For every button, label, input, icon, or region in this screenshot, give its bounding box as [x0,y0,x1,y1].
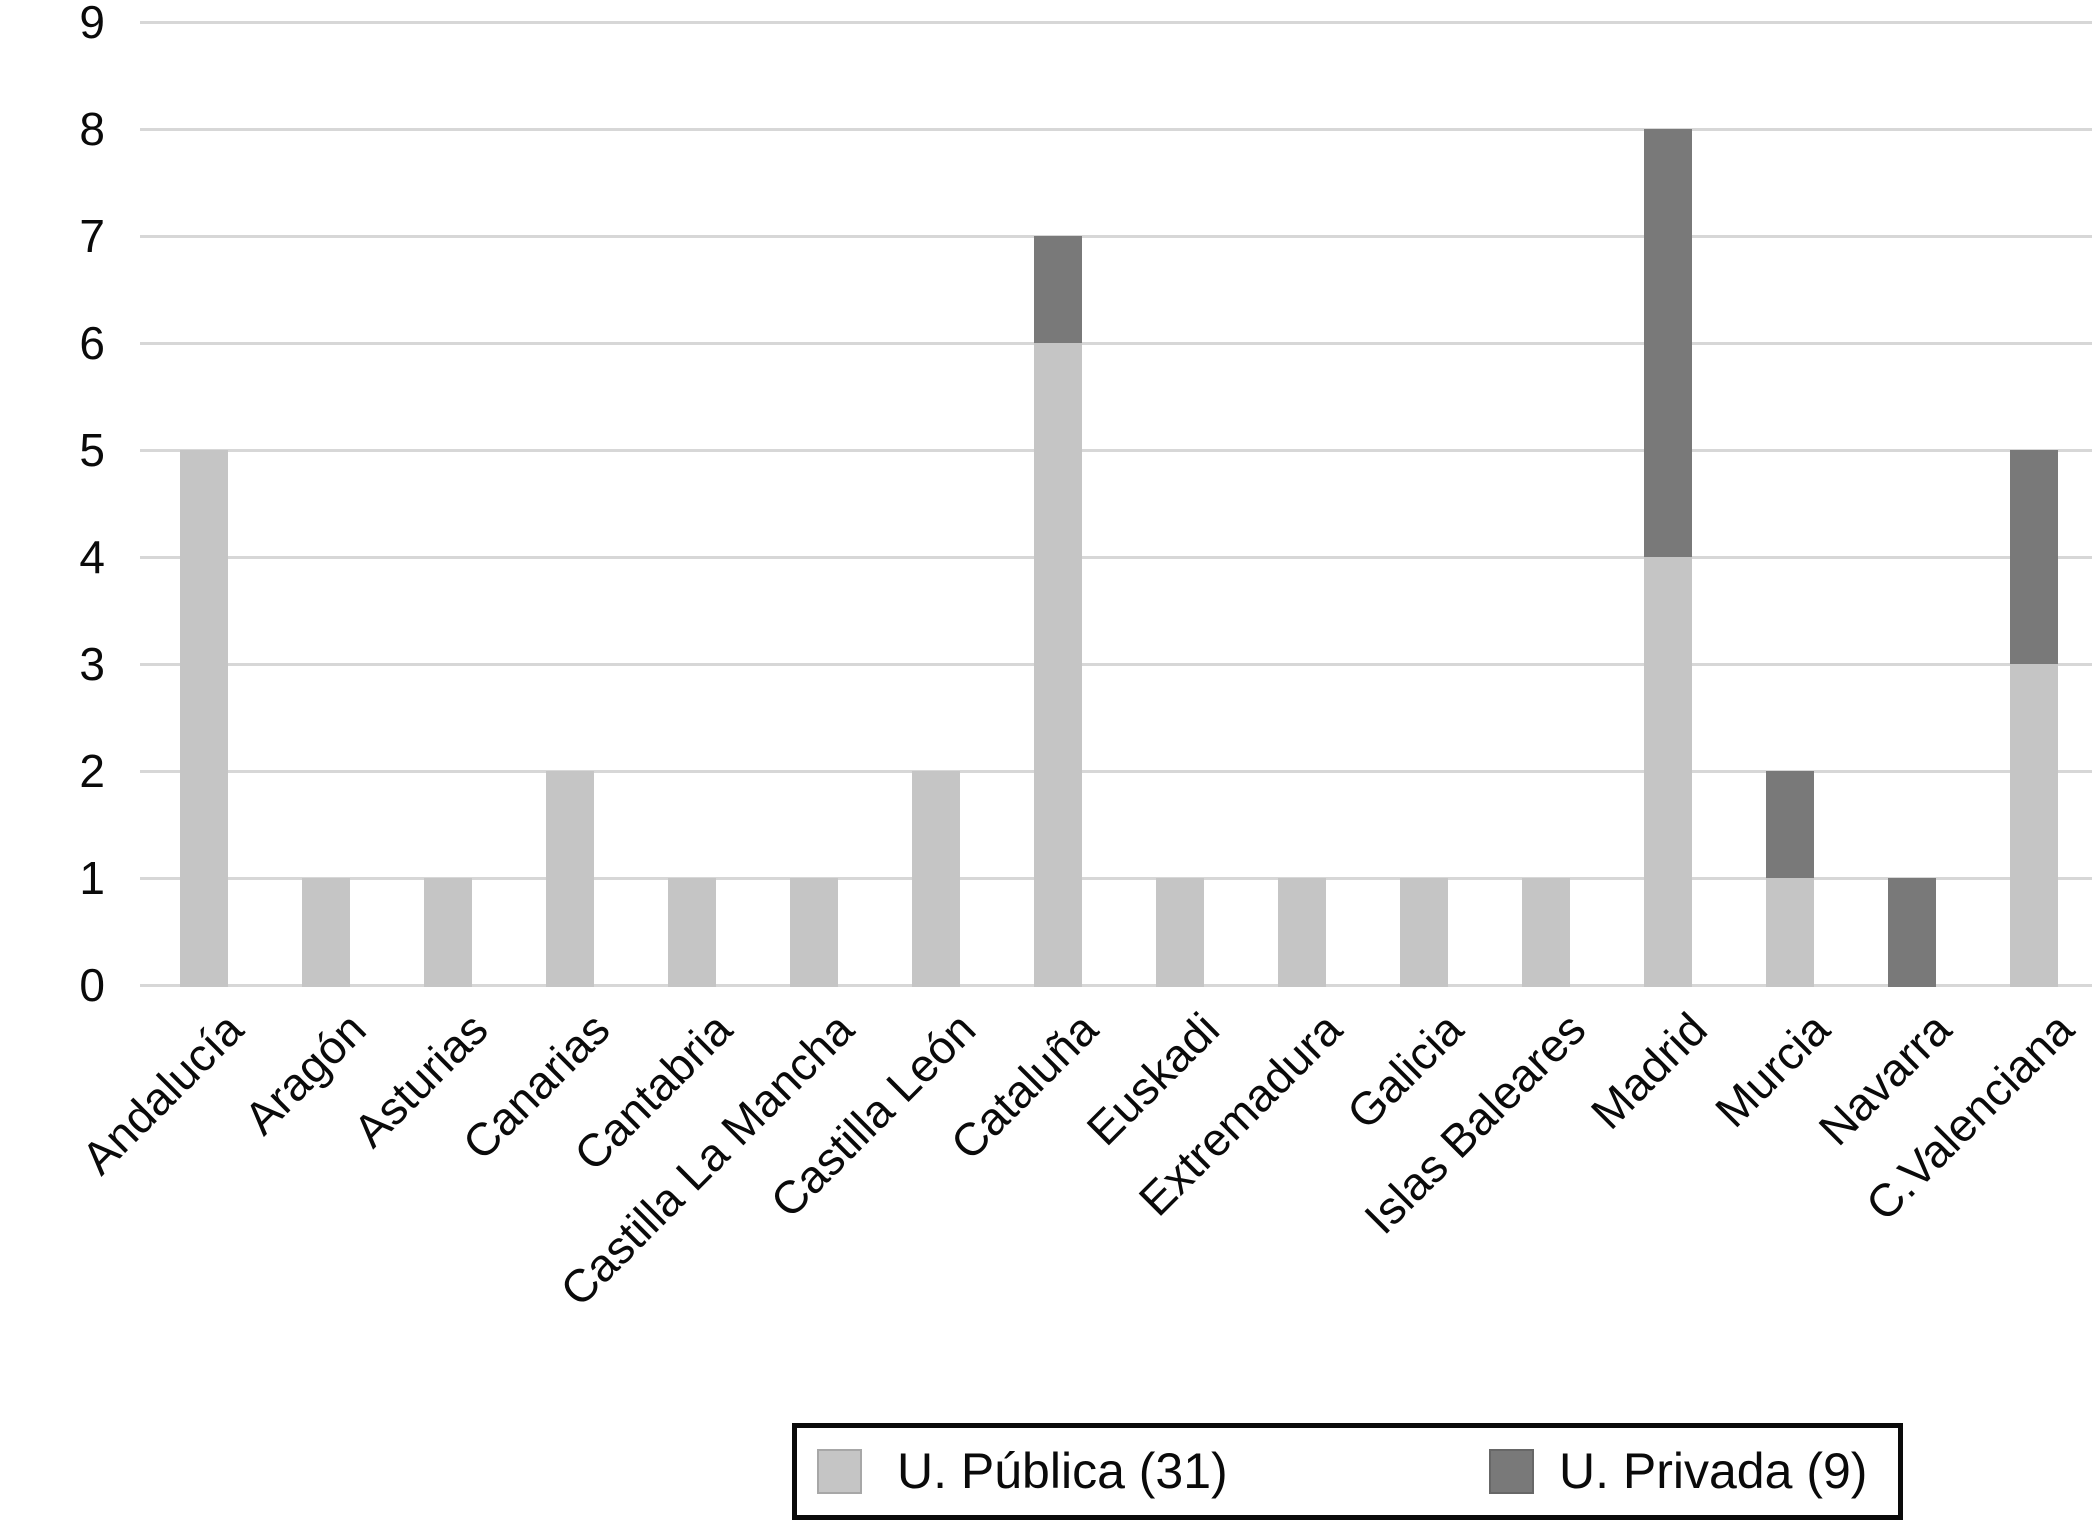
gridline [140,128,2092,131]
y-axis-tick-label: 9 [79,0,106,48]
bar-segment-publica [1644,557,1692,987]
bar-segment-publica [2010,664,2058,987]
x-axis-label: Andalucía [71,1002,254,1185]
gridline [140,235,2092,238]
bar-segment-publica [912,771,960,987]
legend-box: U. Pública (31) U. Privada (9) [792,1423,1903,1520]
bar-segment-publica [546,771,594,987]
gridline [140,770,2092,773]
bar-segment-publica [1522,878,1570,987]
bar-segment-publica [1156,878,1204,987]
gridline [140,342,2092,345]
bar-segment-publica [180,450,228,987]
x-axis-label: Madrid [1581,1002,1718,1139]
bar-segment-privada [1644,129,1692,557]
y-axis-tick-label: 3 [79,638,106,690]
bar-segment-publica [302,878,350,987]
legend-swatch-publica [817,1449,862,1494]
gridline [140,556,2092,559]
x-axis-label: Islas Baleares [1354,1002,1596,1244]
bar-segment-privada [1034,236,1082,343]
bar-segment-publica [668,878,716,987]
y-axis-tick-label: 6 [79,317,106,369]
bar-segment-publica [790,878,838,987]
y-axis-tick-label: 1 [79,852,106,904]
y-axis-tick-label: 5 [79,424,106,476]
gridline [140,449,2092,452]
legend-swatch-privada [1489,1449,1534,1494]
bar-segment-privada [1766,771,1814,878]
bar-segment-publica [1278,878,1326,987]
gridline [140,21,2092,24]
gridline [140,663,2092,666]
y-axis-tick-label: 2 [79,745,106,797]
gridline [140,877,2092,880]
bar-segment-privada [1888,878,1936,987]
bar-segment-publica [424,878,472,987]
bar-segment-publica [1400,878,1448,987]
y-axis-tick-label: 8 [79,103,106,155]
gridline [140,984,2092,987]
bar-segment-publica [1766,878,1814,987]
bar-segment-privada [2010,450,2058,664]
legend-label-privada: U. Privada (9) [1559,1443,1868,1499]
y-axis-tick-label: 0 [79,959,106,1011]
bar-segment-publica [1034,343,1082,987]
y-axis-tick-label: 4 [79,531,106,583]
legend-label-publica: U. Pública (31) [897,1443,1228,1499]
y-axis-tick-label: 7 [79,210,106,262]
